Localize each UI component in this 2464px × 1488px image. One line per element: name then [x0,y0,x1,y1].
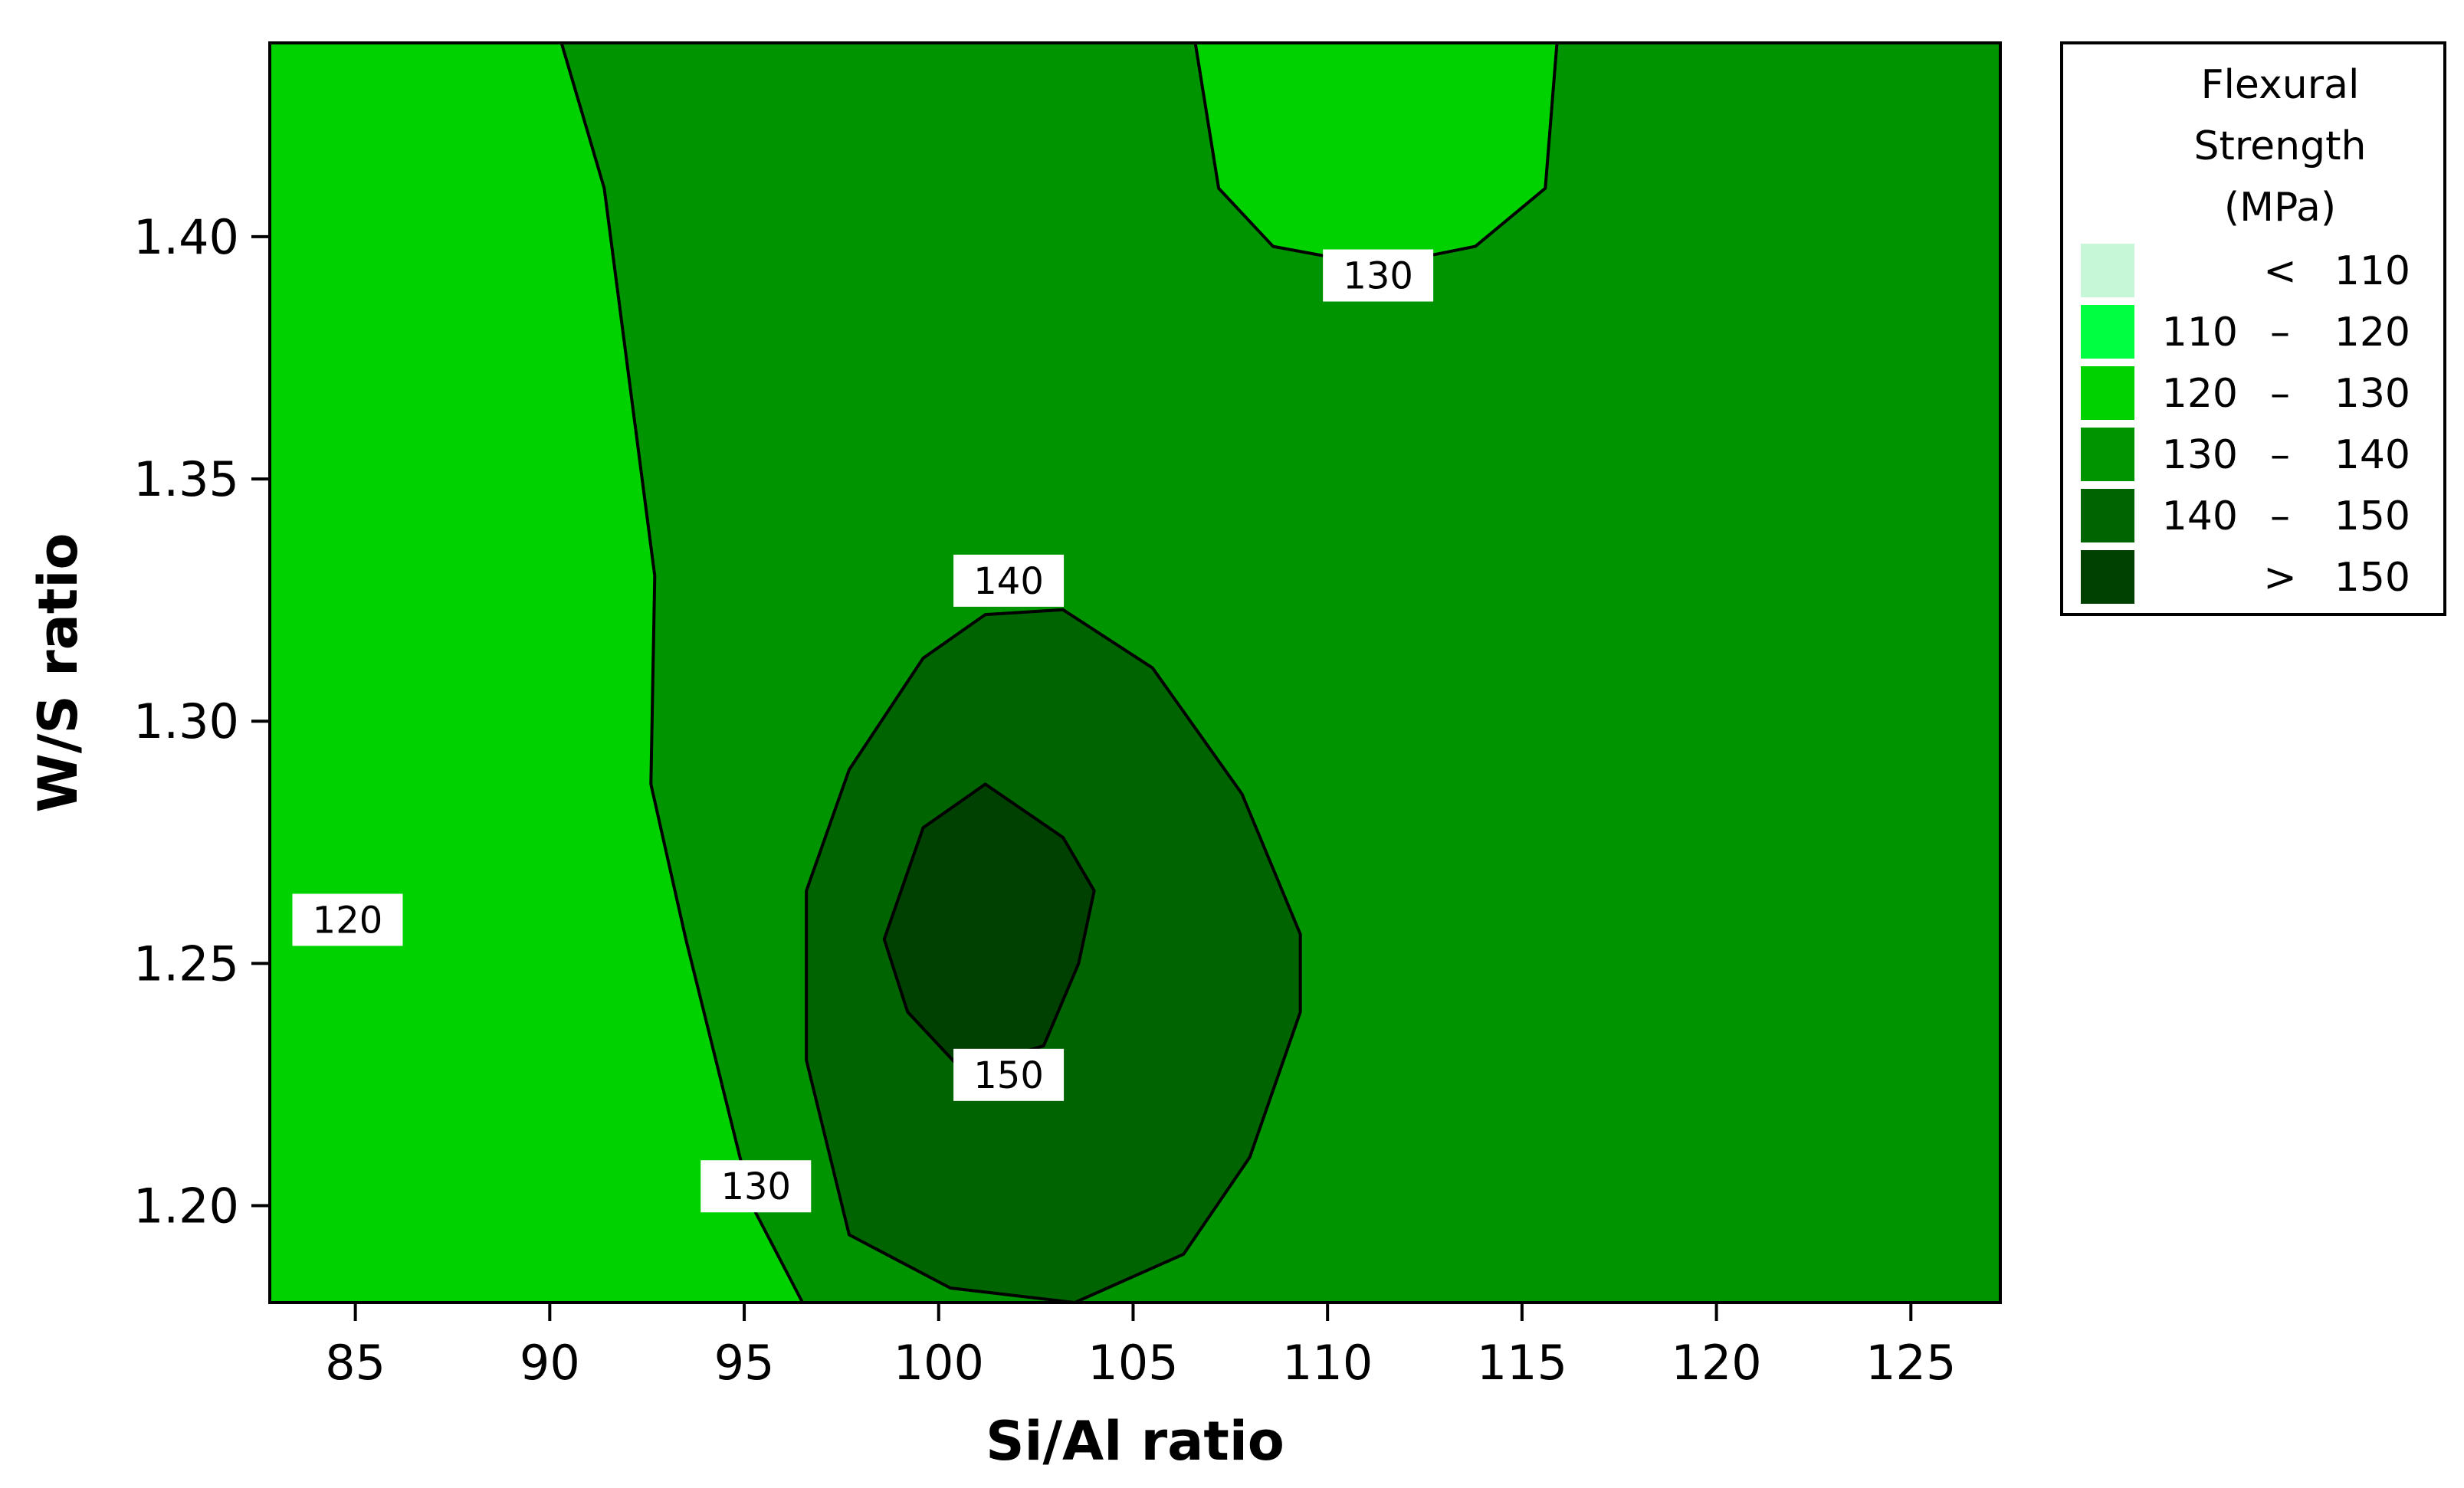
legend-title-line-3: (MPa) [2224,185,2336,231]
x-tick-label-8: 125 [1865,1335,1956,1391]
x-tick-label-4: 105 [1088,1335,1178,1391]
x-tick-label-5: 110 [1282,1335,1373,1391]
legend-op: < [2263,248,2297,294]
legend-entry-5: >150 [2081,550,2410,604]
y-tick-label-2: 1.30 [133,693,239,749]
legend-swatch [2081,428,2134,481]
legend-entry-4: 140–150 [2081,489,2410,542]
contour-label-text: 140 [973,560,1044,603]
x-axis-title: Si/Al ratio [986,1410,1284,1473]
contour-label-4: 150 [953,1048,1065,1101]
contour-region-5 [882,782,1096,1072]
contour-label-text: 120 [313,899,383,942]
x-tick-label-6: 115 [1477,1335,1567,1391]
legend-swatch [2081,366,2134,420]
legend-entry-2: 120–130 [2081,366,2410,420]
legend-swatch [2081,244,2134,297]
contour-region-2 [270,43,805,1303]
legend-low: 110 [2162,310,2238,356]
legend-entry-1: 110–120 [2081,305,2410,359]
contour-label-text: 130 [720,1165,791,1208]
contour-label-box [953,554,1065,607]
legend-title-line-2: Strength [2194,123,2367,169]
x-tick-label-3: 100 [894,1335,984,1391]
legend-low: 120 [2162,371,2238,417]
legend-entry-3: 130–140 [2081,428,2410,481]
contour-label-text: 150 [973,1054,1044,1097]
y-axis-title: W/S ratio [27,533,90,813]
legend-low: 130 [2162,432,2238,478]
legend-high: 110 [2334,248,2410,294]
contour-label-box [700,1160,812,1213]
legend-high: 130 [2334,371,2410,417]
legend-swatch [2081,550,2134,604]
legend: Flexural Strength (MPa) <110110–120120–1… [2060,41,2446,616]
contour-label-text: 130 [1343,255,1413,298]
legend-op: – [2270,493,2290,539]
contour-label-box [292,893,403,946]
legend-high: 150 [2334,493,2410,539]
contour-regions [270,43,1559,1303]
contour-label-2: 130 [1323,249,1434,302]
contour-label-box [953,1048,1065,1101]
contour-label-0: 120 [292,893,403,946]
x-tick-label-1: 90 [520,1335,580,1391]
legend-high: 150 [2334,555,2410,601]
plot-frame [268,41,2002,1304]
legend-swatch [2081,305,2134,359]
y-tick-label-3: 1.35 [133,451,239,507]
x-tick-label-2: 95 [714,1335,775,1391]
contour-label-1: 130 [700,1160,812,1213]
legend-op: – [2270,310,2290,356]
legend-title-line-1: Flexural [2201,62,2360,108]
legend-entry-0: <110 [2081,244,2410,297]
legend-op: – [2270,432,2290,478]
legend-high: 140 [2334,432,2410,478]
x-tick-label-7: 120 [1671,1335,1761,1391]
legend-high: 120 [2334,310,2410,356]
contour-labels: 120 130 130 140 150 [292,249,1434,1213]
legend-op: – [2270,371,2290,417]
contour-label-3: 140 [953,554,1065,607]
y-axis: 1.20 1.25 1.30 1.35 1.40 [133,209,270,1234]
legend-swatch [2081,489,2134,542]
y-tick-label-0: 1.20 [133,1178,239,1234]
contour-label-box [1323,249,1434,302]
y-tick-label-4: 1.40 [133,209,239,265]
x-tick-label-0: 85 [325,1335,386,1391]
legend-op: > [2263,555,2297,601]
y-tick-label-1: 1.25 [133,936,239,991]
legend-low: 140 [2162,493,2238,539]
x-axis: 85 90 95 100 105 110 115 120 125 [325,1303,1956,1391]
